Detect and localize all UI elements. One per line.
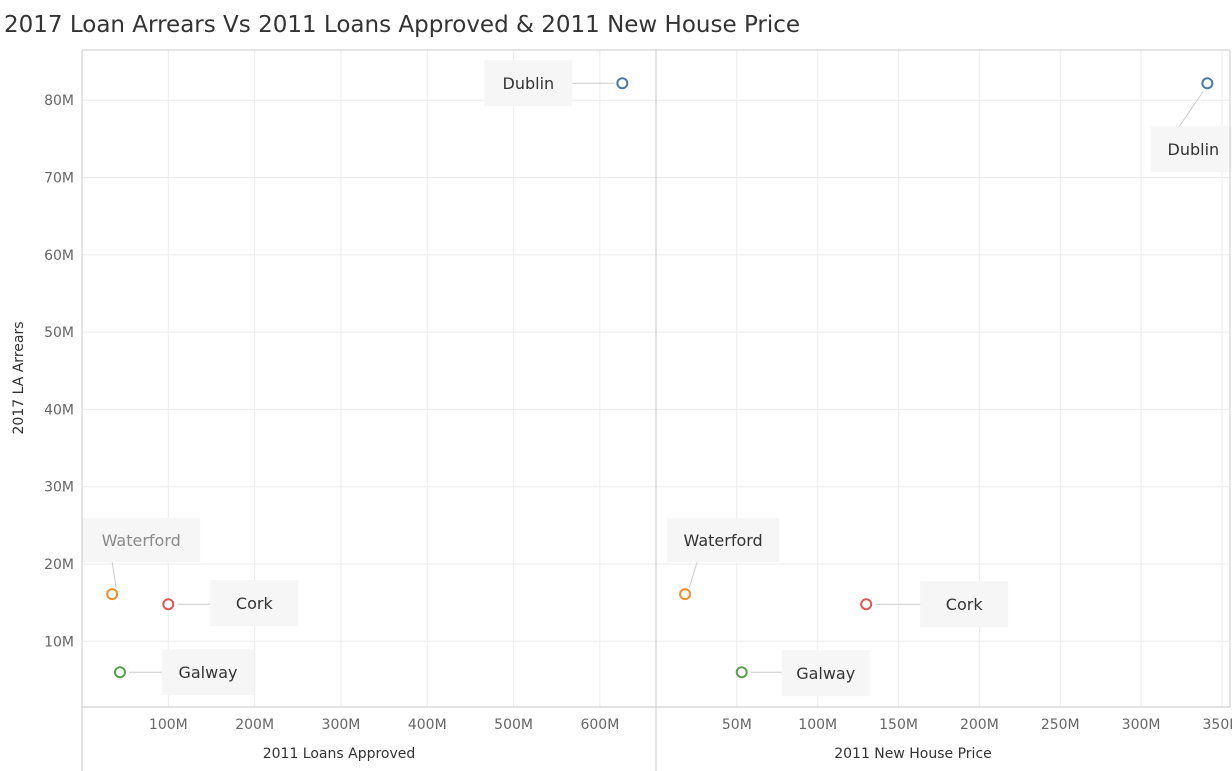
x-axis-title: 2011 Loans Approved — [263, 746, 416, 762]
data-point[interactable] — [162, 598, 175, 611]
label-box — [781, 650, 870, 697]
label-box — [82, 518, 201, 563]
data-point[interactable] — [735, 666, 748, 679]
point-label: Cork — [236, 594, 274, 613]
label-box — [484, 60, 573, 107]
x-axis-title: 2011 New House Price — [834, 746, 992, 762]
point-label: Cork — [946, 595, 984, 614]
x-tick-label: 500M — [494, 717, 533, 733]
x-tick-label: 400M — [408, 717, 447, 733]
label-leader-line — [1178, 90, 1204, 127]
label-box — [667, 518, 780, 563]
data-point[interactable] — [616, 77, 629, 90]
x-tick-label: 100M — [149, 717, 188, 733]
y-tick-label: 30M — [44, 480, 74, 496]
point-label: Dublin — [1168, 140, 1220, 159]
chart-title: 2017 Loan Arrears Vs 2011 Loans Approved… — [4, 12, 800, 38]
label-box — [210, 580, 299, 627]
x-tick-label: 250M — [1041, 717, 1080, 733]
x-tick-label: 100M — [798, 717, 837, 733]
label-box — [161, 649, 254, 696]
x-tick-label: 200M — [235, 717, 274, 733]
point-label: Dublin — [503, 74, 555, 93]
data-point[interactable] — [106, 588, 119, 601]
data-point[interactable] — [113, 666, 126, 679]
label-box — [920, 581, 1009, 628]
data-point[interactable] — [679, 588, 692, 601]
y-tick-label: 10M — [44, 634, 74, 650]
point-label: Galway — [796, 664, 855, 683]
y-tick-label: 20M — [44, 557, 74, 573]
label-box — [1150, 126, 1232, 173]
point-label: Waterford — [684, 531, 763, 550]
x-tick-label: 200M — [960, 717, 999, 733]
x-tick-label: 300M — [322, 717, 361, 733]
x-tick-label: 600M — [580, 717, 619, 733]
label-leader-line — [111, 562, 117, 589]
y-tick-label: 50M — [44, 325, 74, 341]
x-tick-label: 50M — [722, 717, 752, 733]
y-tick-label: 60M — [44, 248, 74, 264]
point-label: Galway — [178, 663, 237, 682]
point-label: Waterford — [102, 531, 181, 550]
data-point[interactable] — [860, 598, 873, 611]
data-point[interactable] — [1201, 77, 1214, 90]
x-tick-label: 350M — [1203, 717, 1232, 733]
x-tick-label: 300M — [1122, 717, 1161, 733]
y-tick-label: 40M — [44, 402, 74, 418]
y-tick-label: 70M — [44, 171, 74, 187]
label-leader-line — [688, 562, 698, 589]
y-tick-label: 80M — [44, 93, 74, 109]
x-tick-label: 150M — [879, 717, 918, 733]
y-axis-title: 2017 LA Arrears — [11, 321, 27, 434]
